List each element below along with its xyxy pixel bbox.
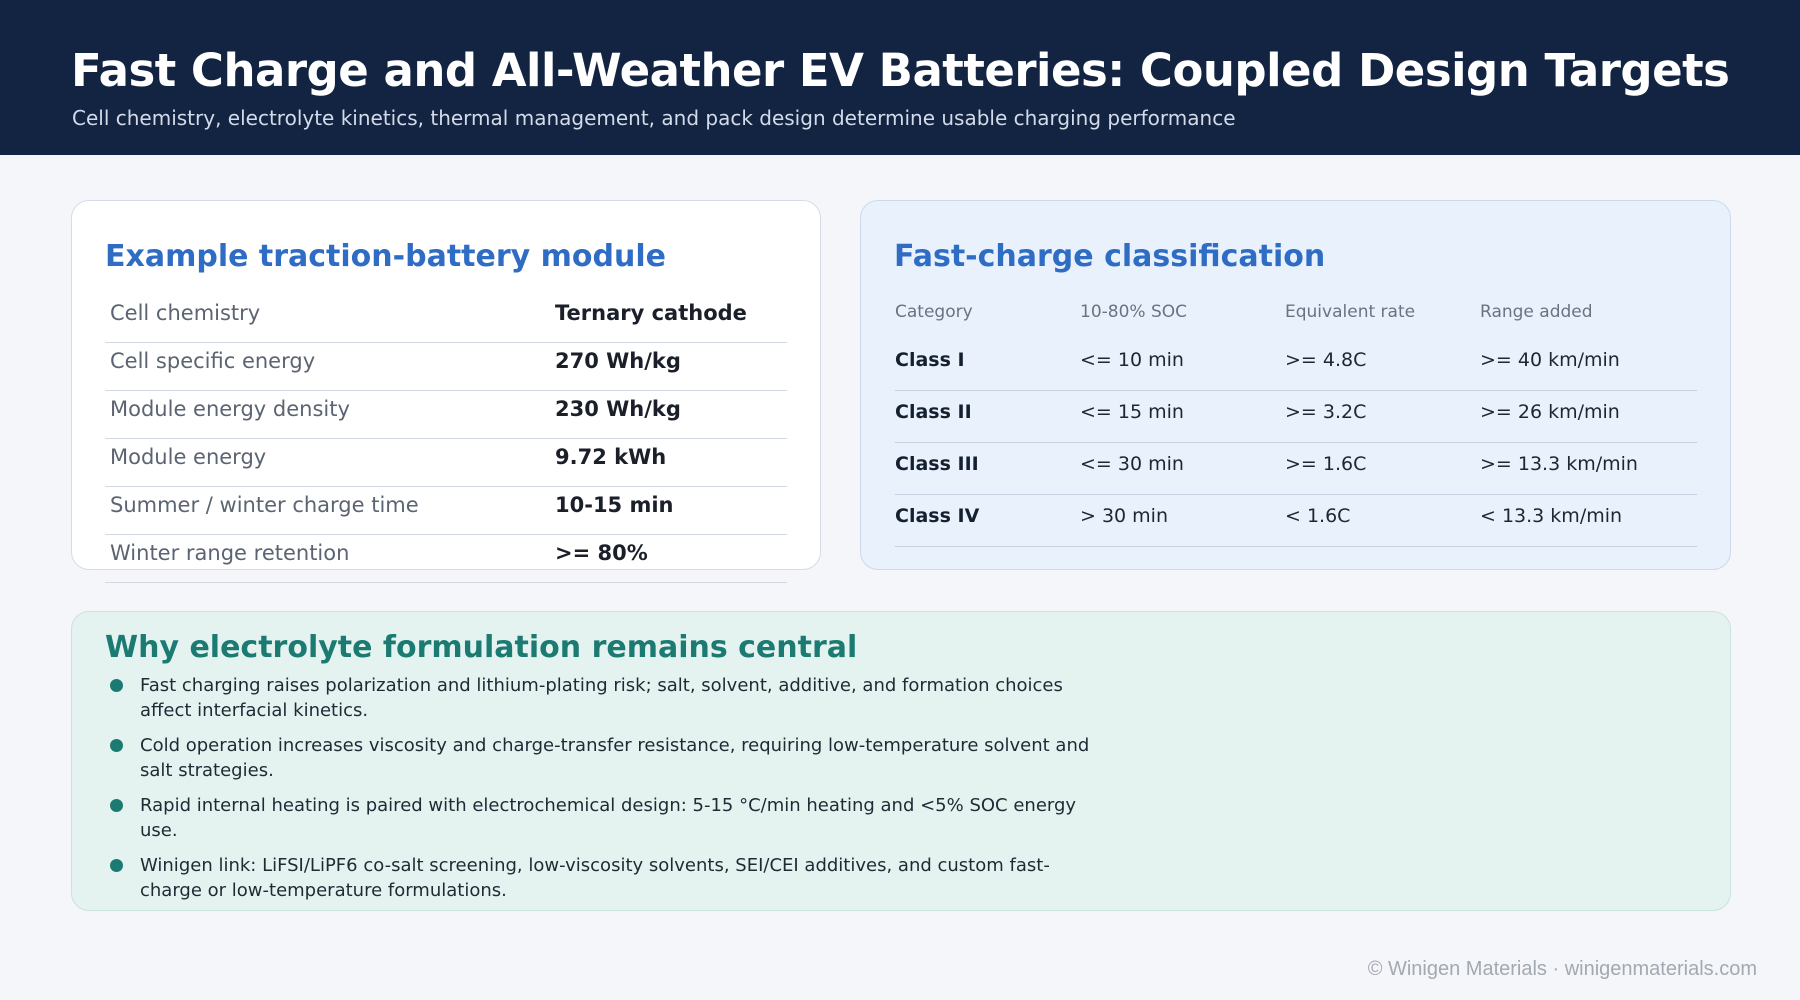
spec-row: Cell specific energy 270 Wh/kg: [105, 343, 787, 391]
list-item: Winigen link: LiFSI/LiPF6 co-salt screen…: [105, 853, 1105, 903]
classification-card: Fast-charge classification: [860, 200, 1731, 570]
module-card-title: Example traction-battery module: [105, 239, 666, 274]
module-card: Example traction-battery module: [71, 200, 821, 570]
table-cell-category: Class I: [895, 349, 965, 371]
bullet-list: Fast charging raises polarization and li…: [105, 673, 1105, 913]
table-row: Class IV > 30 min < 1.6C < 13.3 km/min: [895, 495, 1697, 547]
page-subtitle: Cell chemistry, electrolyte kinetics, th…: [72, 106, 1236, 130]
electrolyte-card-title: Why electrolyte formulation remains cent…: [105, 630, 858, 665]
table-cell: <= 15 min: [1080, 401, 1184, 423]
spec-label: Module energy density: [110, 397, 350, 421]
spec-row: Summer / winter charge time 10-15 min: [105, 487, 787, 535]
bullet-dot-icon: [110, 859, 123, 872]
table-cell-category: Class II: [895, 401, 972, 423]
table-row: Class III <= 30 min >= 1.6C >= 13.3 km/m…: [895, 443, 1697, 495]
spec-label: Cell specific energy: [110, 349, 316, 373]
spec-value: 230 Wh/kg: [555, 397, 681, 421]
list-item: Fast charging raises polarization and li…: [105, 673, 1105, 723]
table-cell: >= 26 km/min: [1480, 401, 1620, 423]
bullet-dot-icon: [110, 739, 123, 752]
page-title: Fast Charge and All-Weather EV Batteries…: [71, 44, 1730, 97]
spec-label: Cell chemistry: [110, 301, 261, 325]
bullet-text: Fast charging raises polarization and li…: [140, 675, 1063, 721]
table-cell: >= 13.3 km/min: [1480, 453, 1638, 475]
table-cell: >= 1.6C: [1285, 453, 1367, 475]
page-header: Fast Charge and All-Weather EV Batteries…: [0, 0, 1800, 155]
bullet-text: Cold operation increases viscosity and c…: [140, 735, 1090, 781]
spec-row: Cell chemistry Ternary cathode: [105, 295, 787, 343]
list-item: Rapid internal heating is paired with el…: [105, 793, 1105, 843]
spec-label: Module energy: [110, 445, 267, 469]
table-cell: >= 40 km/min: [1480, 349, 1620, 371]
bullet-text: Winigen link: LiFSI/LiPF6 co-salt screen…: [140, 855, 1050, 901]
table-cell: >= 4.8C: [1285, 349, 1367, 371]
table-cell: <= 30 min: [1080, 453, 1184, 475]
table-cell: < 13.3 km/min: [1480, 505, 1623, 527]
spec-label: Summer / winter charge time: [110, 493, 419, 517]
table-cell-category: Class IV: [895, 505, 980, 527]
bullet-text: Rapid internal heating is paired with el…: [140, 795, 1077, 841]
spec-row: Module energy 9.72 kWh: [105, 439, 787, 487]
footer-credit: © Winigen Materials · winigenmaterials.c…: [1367, 958, 1757, 980]
table-cell: >= 3.2C: [1285, 401, 1367, 423]
table-row: Class II <= 15 min >= 3.2C >= 26 km/min: [895, 391, 1697, 443]
spec-row: Winter range retention >= 80%: [105, 535, 787, 583]
table-row: Class I <= 10 min >= 4.8C >= 40 km/min: [895, 339, 1697, 391]
spec-value: 9.72 kWh: [555, 445, 667, 469]
spec-value: >= 80%: [555, 541, 648, 565]
spec-value: 10-15 min: [555, 493, 674, 517]
column-header: Category: [895, 302, 973, 322]
table-cell: > 30 min: [1080, 505, 1169, 527]
column-header: Range added: [1480, 302, 1593, 322]
table-cell: < 1.6C: [1285, 505, 1351, 527]
spec-value: 270 Wh/kg: [555, 349, 681, 373]
table-cell: <= 10 min: [1080, 349, 1184, 371]
bullet-dot-icon: [110, 679, 123, 692]
spec-label: Winter range retention: [110, 541, 350, 565]
column-header: Equivalent rate: [1285, 302, 1416, 322]
bullet-dot-icon: [110, 799, 123, 812]
spec-row: Module energy density 230 Wh/kg: [105, 391, 787, 439]
table-cell-category: Class III: [895, 453, 979, 475]
list-item: Cold operation increases viscosity and c…: [105, 733, 1105, 783]
electrolyte-card: Why electrolyte formulation remains cent…: [71, 611, 1731, 911]
spec-value: Ternary cathode: [555, 301, 747, 325]
classification-card-title: Fast-charge classification: [894, 239, 1326, 274]
column-header: 10-80% SOC: [1080, 302, 1187, 322]
